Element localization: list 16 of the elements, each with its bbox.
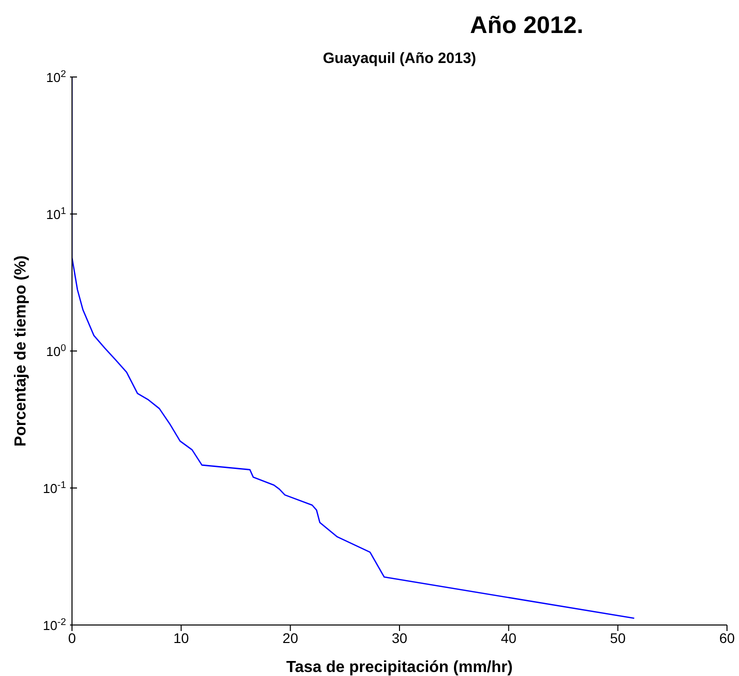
- x-tick-label: 50: [610, 630, 626, 646]
- x-tick-label: 30: [392, 630, 408, 646]
- x-tick-label: 60: [719, 630, 735, 646]
- y-tick-label: 10$^{0}$: [46, 342, 67, 359]
- chart-title: Guayaquil (Año 2013): [322, 50, 478, 67]
- y-tick-label: 10$^{2}$: [46, 68, 66, 85]
- text: Año 2012.: [470, 12, 584, 40]
- x-axis-title: Tasa de precipitación (mm/hr): [286, 659, 513, 676]
- x-tick-label: 40: [500, 630, 517, 646]
- x-tick-label: 0: [68, 630, 76, 646]
- y-axis-title: Porcentaje de tiempo (%): [12, 255, 30, 447]
- x-tick-label: 10: [173, 630, 190, 646]
- x-tick-label: 20: [282, 630, 298, 646]
- y-tick-label: 10$^{-1}$: [42, 480, 66, 496]
- y-tick-label: 10$^{-2}$: [42, 616, 66, 633]
- y-tick-label: 10$^{1}$: [46, 206, 66, 222]
